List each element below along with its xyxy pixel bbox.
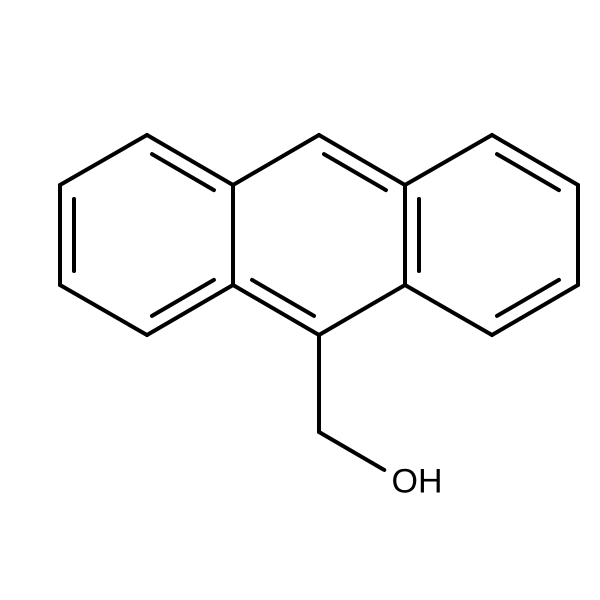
bond-layer <box>0 0 600 600</box>
atom-label-oh: OH <box>392 463 443 502</box>
chemical-structure-canvas: OH <box>0 0 600 600</box>
